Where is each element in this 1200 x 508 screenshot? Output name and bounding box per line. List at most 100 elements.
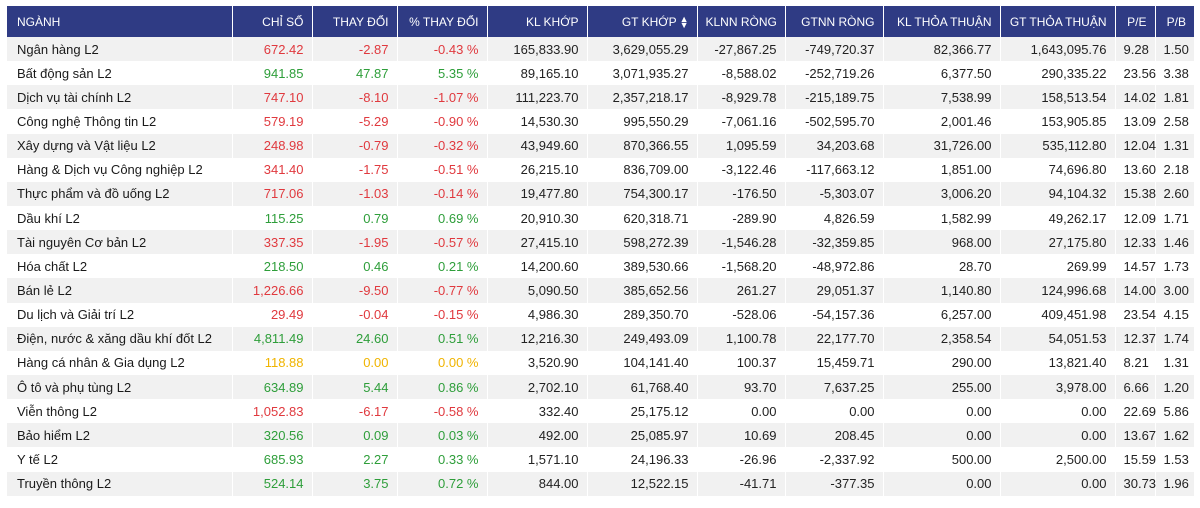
- kl-khop-value: 19,477.80: [487, 181, 588, 206]
- sector-name[interactable]: Y tế L2: [7, 447, 233, 472]
- index-value: 1,052.83: [232, 399, 313, 424]
- change-value: -6.17: [312, 399, 398, 424]
- header-gt-thoa-thuan[interactable]: GT THỎA THUẬN: [1000, 6, 1116, 37]
- table-row[interactable]: Bảo hiểm L2 320.56 0.09 0.03 % 492.00 25,085.…: [7, 423, 1194, 448]
- pct-change-value: 0.69 %: [397, 205, 488, 231]
- kl-thoa-thuan-value: 6,377.50: [883, 61, 1001, 86]
- table-row[interactable]: Bán lẻ L2 1,226.66 -9.50 -0.77 % 5,090.50 385…: [7, 278, 1194, 303]
- pb-value: 2.58: [1155, 109, 1194, 134]
- sector-name[interactable]: Bất động sản L2: [7, 61, 233, 86]
- header-kl-khop[interactable]: KL KHỚP: [487, 6, 588, 37]
- table-row[interactable]: Hàng cá nhân & Gia dụng L2 118.88 0.00 0.00…: [7, 350, 1194, 375]
- kl-khop-value: 89,165.10: [487, 61, 588, 86]
- table-row[interactable]: Điện, nước & xăng dầu khí đốt L2 4,811.49…: [7, 326, 1194, 351]
- sector-name[interactable]: Hóa chất L2: [7, 254, 233, 279]
- table-row[interactable]: Truyền thông L2 524.14 3.75 0.72 % 844.00 12,…: [7, 471, 1194, 496]
- table-row[interactable]: Hóa chất L2 218.50 0.46 0.21 % 14,200.60 389,…: [7, 254, 1194, 279]
- kl-khop-value: 1,571.10: [487, 447, 588, 472]
- table-row[interactable]: Công nghệ Thông tin L2 579.19 -5.29 -0.90 %…: [7, 109, 1194, 134]
- header-chi-so[interactable]: CHỈ SỐ: [232, 6, 313, 37]
- gt-khop-value: 25,085.97: [587, 423, 698, 448]
- sector-name[interactable]: Hàng cá nhân & Gia dụng L2: [7, 350, 233, 375]
- gt-khop-value: 3,071,935.27: [587, 61, 698, 86]
- header-kl-thoa-thuan[interactable]: KL THỎA THUẬN: [883, 6, 1001, 37]
- gt-thoa-thuan-value: 54,051.53: [1000, 326, 1116, 351]
- table-row[interactable]: Hàng & Dịch vụ Công nghiệp L2 341.40 -1.75…: [7, 157, 1194, 182]
- change-value: -1.03: [312, 181, 398, 206]
- sector-name[interactable]: Hàng & Dịch vụ Công nghiệp L2: [7, 157, 233, 182]
- kl-thoa-thuan-value: 3,006.20: [883, 181, 1001, 206]
- sector-name[interactable]: Ngân hàng L2: [7, 37, 233, 62]
- klnn-rong-value: 0.00: [697, 399, 786, 424]
- change-value: -8.10: [312, 85, 398, 110]
- table-row[interactable]: Viễn thông L2 1,052.83 -6.17 -0.58 % 332.40 2…: [7, 399, 1194, 424]
- klnn-rong-value: 100.37: [697, 350, 786, 375]
- table-row[interactable]: Dịch vụ tài chính L2 747.10 -8.10 -1.07 % 11…: [7, 85, 1194, 110]
- table-row[interactable]: Xây dựng và Vật liệu L2 248.98 -0.79 -0.32 …: [7, 133, 1194, 158]
- klnn-rong-value: -289.90: [697, 205, 786, 231]
- gt-thoa-thuan-value: 269.99: [1000, 254, 1116, 279]
- header-nganh[interactable]: NGÀNH: [7, 6, 233, 37]
- pe-value: 14.00: [1115, 278, 1156, 303]
- gtnn-rong-value: -117,663.12: [785, 157, 884, 182]
- header-klnn-rong[interactable]: KLNN RÒNG: [697, 6, 786, 37]
- header-pct-thay-doi[interactable]: % THAY ĐỔI: [397, 6, 488, 37]
- pb-value: 1.31: [1155, 133, 1194, 158]
- kl-khop-value: 165,833.90: [487, 37, 588, 62]
- table-row[interactable]: Dầu khí L2 115.25 0.79 0.69 % 20,910.30 620,3…: [7, 205, 1194, 231]
- change-value: -0.79: [312, 133, 398, 158]
- sector-name[interactable]: Điện, nước & xăng dầu khí đốt L2: [7, 326, 233, 351]
- sector-name[interactable]: Viễn thông L2: [7, 399, 233, 424]
- index-value: 218.50: [232, 254, 313, 279]
- header-gt-khop[interactable]: GT KHỚP ▲ ▼: [587, 6, 698, 37]
- index-value: 747.10: [232, 85, 313, 110]
- index-value: 672.42: [232, 37, 313, 62]
- pct-change-value: 0.86 %: [397, 374, 488, 400]
- sector-name[interactable]: Bảo hiểm L2: [7, 423, 233, 448]
- sector-name[interactable]: Du lịch và Giải trí L2: [7, 302, 233, 327]
- kl-khop-value: 492.00: [487, 423, 588, 448]
- pb-value: 1.20: [1155, 374, 1194, 400]
- index-value: 248.98: [232, 133, 313, 158]
- gt-thoa-thuan-value: 3,978.00: [1000, 374, 1116, 400]
- gt-khop-value: 3,629,055.29: [587, 37, 698, 62]
- sector-name[interactable]: Thực phẩm và đồ uống L2: [7, 181, 233, 206]
- table-row[interactable]: Y tế L2 685.93 2.27 0.33 % 1,571.10 24,196.33…: [7, 447, 1194, 472]
- gtnn-rong-value: -377.35: [785, 471, 884, 496]
- index-value: 579.19: [232, 109, 313, 134]
- sector-name[interactable]: Truyền thông L2: [7, 471, 233, 496]
- sort-icon[interactable]: ▲ ▼: [679, 14, 689, 31]
- sector-name[interactable]: Dầu khí L2: [7, 205, 233, 231]
- header-pb[interactable]: P/B: [1155, 6, 1194, 37]
- change-value: 47.87: [312, 61, 398, 86]
- header-pe[interactable]: P/E: [1115, 6, 1156, 37]
- sector-name[interactable]: Bán lẻ L2: [7, 278, 233, 303]
- pe-value: 30.73: [1115, 471, 1156, 496]
- table-row[interactable]: Thực phẩm và đồ uống L2 717.06 -1.03 -0.14 …: [7, 181, 1194, 206]
- pct-change-value: -0.58 %: [397, 399, 488, 424]
- index-value: 4,811.49: [232, 326, 313, 351]
- kl-khop-value: 43,949.60: [487, 133, 588, 158]
- gt-khop-value: 754,300.17: [587, 181, 698, 206]
- table-row[interactable]: Tài nguyên Cơ bản L2 337.35 -1.95 -0.57 % 27…: [7, 230, 1194, 255]
- table-row[interactable]: Du lịch và Giải trí L2 29.49 -0.04 -0.15 % 4…: [7, 302, 1194, 327]
- sector-name[interactable]: Xây dựng và Vật liệu L2: [7, 133, 233, 158]
- gtnn-rong-value: 0.00: [785, 399, 884, 424]
- pct-change-value: 0.72 %: [397, 471, 488, 496]
- sector-name[interactable]: Tài nguyên Cơ bản L2: [7, 230, 233, 255]
- gt-thoa-thuan-value: 27,175.80: [1000, 230, 1116, 255]
- gt-khop-value: 24,196.33: [587, 447, 698, 472]
- sector-name[interactable]: Ô tô và phụ tùng L2: [7, 374, 233, 400]
- gtnn-rong-value: -5,303.07: [785, 181, 884, 206]
- gtnn-rong-value: 15,459.71: [785, 350, 884, 375]
- table-row[interactable]: Ô tô và phụ tùng L2 634.89 5.44 0.86 % 2,702…: [7, 374, 1194, 400]
- sector-name[interactable]: Dịch vụ tài chính L2: [7, 85, 233, 110]
- table-row[interactable]: Bất động sản L2 941.85 47.87 5.35 % 89,165.1…: [7, 61, 1194, 86]
- sector-name[interactable]: Công nghệ Thông tin L2: [7, 109, 233, 134]
- kl-thoa-thuan-value: 290.00: [883, 350, 1001, 375]
- table-row[interactable]: Ngân hàng L2 672.42 -2.87 -0.43 % 165,833.90…: [7, 37, 1194, 62]
- index-value: 717.06: [232, 181, 313, 206]
- pe-value: 23.54: [1115, 302, 1156, 327]
- header-thay-doi[interactable]: THAY ĐỔI: [312, 6, 398, 37]
- header-gtnn-rong[interactable]: GTNN RÒNG: [785, 6, 884, 37]
